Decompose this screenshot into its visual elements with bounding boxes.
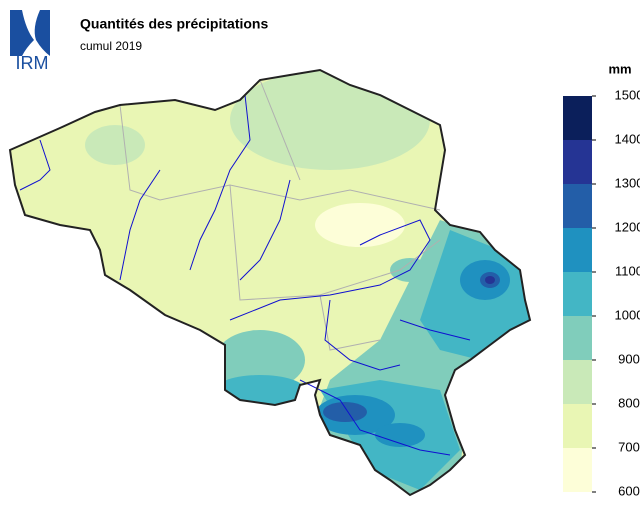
logo-text: IRM [16,53,49,73]
legend-swatch [563,96,592,140]
logo: IRM [10,10,50,73]
legend-swatch [563,448,592,492]
legend-tick-label: 1400 [615,131,640,146]
legend-swatch [563,140,592,184]
title: Quantités des précipitations [80,16,268,32]
legend-tick-label: 800 [618,395,640,410]
precip-zone [230,70,430,170]
precip-zone [375,423,425,447]
legend-swatch [563,228,592,272]
borders [119,79,441,351]
legend-swatch [563,316,592,360]
legend-tick-label: 1100 [615,263,640,278]
legend-tick-label: 1200 [615,219,640,234]
legend-swatch [563,184,592,228]
legend-tick-label: 1000 [615,307,640,322]
precip-zone [215,330,305,390]
legend-tick-label: 1300 [615,175,640,190]
legend-tick-label: 1500 [615,87,640,102]
legend-swatch [563,272,592,316]
precip-zone [323,402,367,422]
legend-swatch [563,360,592,404]
precip-zone [485,276,495,284]
legend-tick-label: 700 [618,439,640,454]
legend-unit: mm [608,61,631,76]
subtitle: cumul 2019 [80,39,142,53]
legend: 600 700 800 900 1000 1100 1200 1300 1400 1500 [563,87,640,498]
legend-tick-label: 900 [618,351,640,366]
legend-tick-label: 600 [618,483,640,498]
legend-swatch [563,404,592,448]
map [10,70,530,495]
precip-zone [315,203,405,247]
rivers [19,94,471,456]
precip-zone [85,125,145,165]
